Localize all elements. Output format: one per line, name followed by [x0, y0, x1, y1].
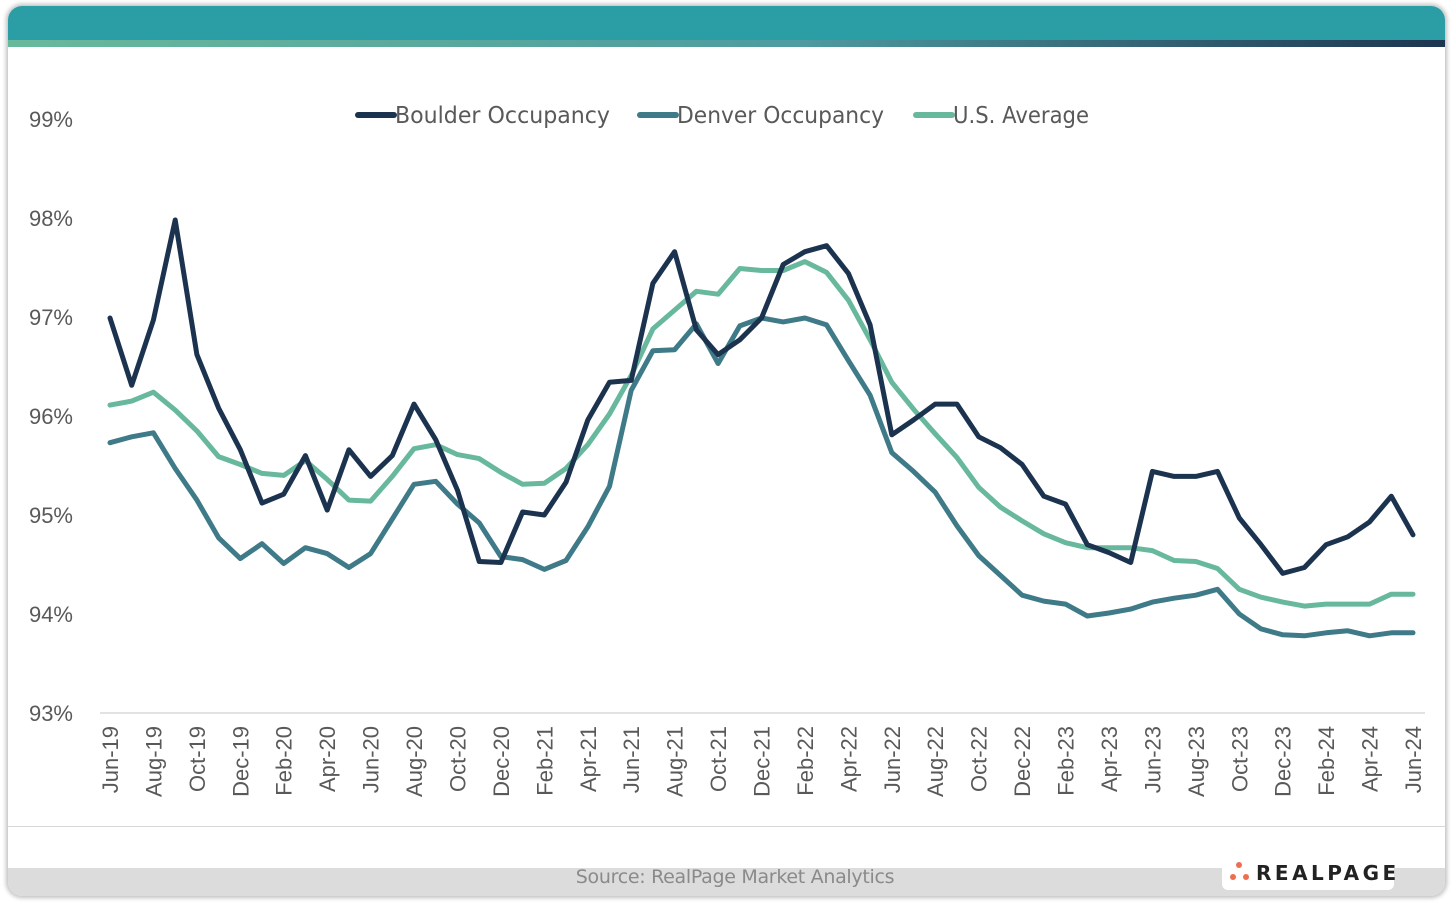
- x-tick-label: Feb-21: [532, 726, 557, 796]
- x-tick-label: Oct-23: [1227, 726, 1252, 792]
- x-tick-label: Oct-21: [706, 726, 731, 792]
- realpage-logo: REALPAGE: [1222, 856, 1396, 890]
- legend-label: U.S. Average: [953, 103, 1089, 129]
- x-tick-label: Jun-22: [880, 726, 905, 793]
- footer-bar: [8, 868, 1445, 896]
- header-gradient-strip: [8, 40, 1445, 47]
- legend: Boulder Occupancy Denver Occupancy U.S. Av…: [355, 103, 1089, 129]
- x-tick-label: Apr-24: [1358, 726, 1383, 792]
- x-tick-label: Dec-20: [489, 726, 514, 797]
- y-tick-label: 98%: [29, 206, 73, 231]
- x-tick-label: Aug-22: [923, 726, 948, 797]
- y-tick-label: 93%: [29, 701, 73, 726]
- x-tick-label: Dec-21: [750, 726, 775, 797]
- x-tick-label: Feb-20: [272, 726, 297, 796]
- logo-dot-icon: [1230, 874, 1236, 880]
- x-tick-label: Feb-23: [1054, 726, 1079, 796]
- x-tick-label: Apr-21: [576, 726, 601, 792]
- y-tick-label: 94%: [29, 602, 73, 627]
- x-tick-label: Apr-22: [836, 726, 861, 792]
- x-tick-label: Jun-23: [1140, 726, 1165, 793]
- x-axis: Jun-19 Aug-19 Oct-19 Dec-19 Feb-20 Apr-20 Jun-…: [98, 726, 1426, 797]
- series-lines: [107, 217, 1416, 639]
- x-tick-label: Aug-20: [402, 726, 427, 797]
- chart-card: [8, 6, 1445, 896]
- x-tick-label: Aug-19: [141, 726, 166, 797]
- x-tick-label: Jun-21: [619, 726, 644, 793]
- y-tick-label: 97%: [29, 305, 73, 330]
- x-tick-label: Jun-24: [1401, 726, 1426, 793]
- legend-item: Denver Occupancy: [637, 103, 884, 129]
- x-tick-label: Dec-19: [228, 726, 253, 797]
- logo-dot-icon: [1236, 862, 1242, 868]
- x-tick-label: Feb-24: [1314, 726, 1339, 796]
- series-line-u-s-average: [107, 259, 1416, 609]
- legend-item: U.S. Average: [913, 103, 1089, 129]
- x-tick-label: Oct-22: [967, 726, 992, 792]
- y-tick-label: 95%: [29, 503, 73, 528]
- y-tick-label: 96%: [29, 404, 73, 429]
- x-tick-label: Dec-23: [1271, 726, 1296, 797]
- x-tick-label: Apr-23: [1097, 726, 1122, 792]
- source-note: Source: RealPage Market Analytics: [575, 866, 895, 888]
- x-tick-label: Jun-19: [98, 726, 123, 793]
- logo-dot-icon: [1243, 874, 1249, 880]
- x-tick-label: Dec-22: [1010, 726, 1035, 797]
- x-tick-label: Aug-21: [663, 726, 688, 797]
- x-tick-label: Oct-19: [185, 726, 210, 792]
- series-line-boulder-occupancy: [107, 217, 1416, 576]
- header-bar: [8, 6, 1445, 40]
- legend-item: Boulder Occupancy: [355, 103, 610, 129]
- logo-text: REALPAGE: [1256, 861, 1400, 885]
- x-tick-label: Aug-23: [1184, 726, 1209, 797]
- legend-label: Boulder Occupancy: [395, 103, 610, 129]
- legend-label: Denver Occupancy: [677, 103, 884, 129]
- x-tick-label: Jun-20: [359, 726, 384, 793]
- occupancy-line-chart: 93% 94% 95% 96% 97% 98% 99% Jun-19 Aug-19 Oct-19…: [29, 103, 1426, 797]
- x-tick-label: Oct-20: [445, 726, 470, 792]
- footer-divider: [8, 826, 1445, 827]
- y-axis: 93% 94% 95% 96% 97% 98% 99%: [29, 107, 73, 726]
- x-tick-label: Apr-20: [315, 726, 340, 792]
- x-tick-label: Feb-22: [793, 726, 818, 796]
- y-tick-label: 99%: [29, 107, 73, 132]
